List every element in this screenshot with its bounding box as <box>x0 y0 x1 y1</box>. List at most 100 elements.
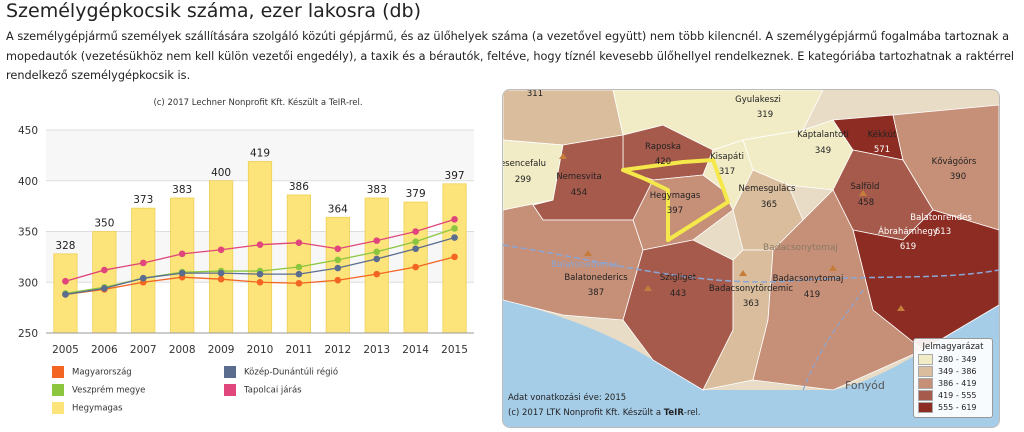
series-point[interactable] <box>217 269 225 277</box>
legend-swatch <box>918 378 933 389</box>
map-value: 454 <box>571 188 587 198</box>
series-point[interactable] <box>178 250 186 258</box>
series-point[interactable] <box>412 238 419 245</box>
bar[interactable] <box>131 207 156 334</box>
map-value: 363 <box>743 299 759 309</box>
map-value: 319 <box>757 110 773 120</box>
map-value: 420 <box>655 157 671 167</box>
series-point[interactable] <box>412 228 419 235</box>
map-credit: (c) 2017 LTK Nonprofit Kft. Készült a Te… <box>508 408 701 418</box>
series-point[interactable] <box>412 245 419 253</box>
legend-item-magyarorszag[interactable]: Magyarország <box>52 366 132 378</box>
series-point[interactable] <box>62 291 69 298</box>
chart-credit: (c) 2017 Lechner Nonprofit Kft. Készült … <box>153 97 362 108</box>
legend-item-hegymagas[interactable]: Hegymagas <box>52 402 123 414</box>
series-point[interactable] <box>139 259 147 267</box>
map-name: Kővágóörs <box>932 156 977 167</box>
series-point[interactable] <box>373 248 381 256</box>
legend-label: Tapolcai járás <box>244 385 302 396</box>
legend-label: Közép-Dunántúli régió <box>244 367 339 378</box>
x-tick-label: 2012 <box>324 344 351 356</box>
bar[interactable] <box>364 197 389 334</box>
region-nw <box>503 90 624 146</box>
bar[interactable] <box>325 216 350 334</box>
map-legend-title: Jelmagyarázat <box>922 342 984 352</box>
series-point[interactable] <box>373 237 381 244</box>
x-tick-label: 2009 <box>208 344 235 356</box>
map-name: Nemesvita <box>556 172 601 182</box>
series-point[interactable] <box>178 269 186 277</box>
map-name: Hegymagas <box>650 191 701 201</box>
series-point[interactable] <box>295 263 303 271</box>
series-point[interactable] <box>101 285 108 292</box>
bar[interactable] <box>92 231 117 334</box>
series-point[interactable] <box>412 263 419 271</box>
map-legend-row: 555 - 619 <box>918 402 988 414</box>
series-point[interactable] <box>256 241 264 248</box>
legend-item-veszprem[interactable]: Veszprém megye <box>52 384 145 396</box>
legend-swatch <box>918 354 933 365</box>
series-point[interactable] <box>373 255 381 263</box>
map-name: Kékkút <box>868 129 897 140</box>
bar-data-label: 386 <box>289 181 309 193</box>
bar-data-label: 373 <box>133 194 153 206</box>
map-value: 387 <box>588 288 604 298</box>
series-point[interactable] <box>295 270 303 278</box>
map-name: Káptalantóti <box>797 129 849 140</box>
legend-label: Hegymagas <box>72 403 123 414</box>
x-tick-label: 2007 <box>130 344 157 356</box>
series-point[interactable] <box>256 278 264 286</box>
map-value: 365 <box>761 200 777 210</box>
map-value: 390 <box>950 172 966 182</box>
bar-data-label: 397 <box>445 170 465 182</box>
series-point[interactable] <box>217 275 225 283</box>
map-value: 613 <box>935 227 951 237</box>
bar[interactable] <box>170 197 195 334</box>
legend-item-tapolcai[interactable]: Tapolcai járás <box>224 384 302 396</box>
series-point[interactable] <box>217 246 225 254</box>
series-point[interactable] <box>295 239 303 246</box>
map-panel[interactable]: 311 Gyulakeszi 319 Káptalantóti 349 Kékk… <box>502 89 1000 428</box>
x-tick-label: 2015 <box>441 344 468 356</box>
series-point[interactable] <box>62 277 69 285</box>
chart-panel: (c) 2017 Lechner Nonprofit Kft. Készült … <box>0 90 480 432</box>
legend-item-kozep-dunantuli[interactable]: Közép-Dunántúli régió <box>224 366 338 378</box>
series-point[interactable] <box>256 270 264 278</box>
y-tick-label: 400 <box>18 176 38 188</box>
map-name: Ábrahámhegy <box>878 225 938 237</box>
legend-swatch <box>918 402 933 413</box>
x-tick-label: 2010 <box>247 344 274 356</box>
map-name: Balatonederics <box>564 273 628 283</box>
map-name: Balatonrendes <box>910 213 972 223</box>
series-point[interactable] <box>334 264 342 272</box>
series-point[interactable] <box>451 216 458 223</box>
map-name: Salföld <box>851 182 880 192</box>
series-point[interactable] <box>334 256 342 264</box>
series-point[interactable] <box>373 270 381 278</box>
map-name: Gyulakeszi <box>735 95 781 105</box>
legend-swatch <box>52 402 64 414</box>
y-tick-label: 300 <box>18 277 38 289</box>
map-value: 311 <box>527 90 543 99</box>
map-legend: Jelmagyarázat 280 - 349 349 - 386 386 - … <box>913 338 993 418</box>
map-value: 458 <box>858 198 874 208</box>
lake-balaton <box>503 300 999 427</box>
map-value: 397 <box>667 206 683 216</box>
series-point[interactable] <box>451 253 458 261</box>
bar-data-label: 383 <box>172 184 192 196</box>
series-point[interactable] <box>334 276 342 284</box>
series-point[interactable] <box>295 279 303 287</box>
series-point[interactable] <box>101 266 108 274</box>
series-point[interactable] <box>451 234 458 241</box>
map-year: Adat vonatkozási éve: 2015 <box>508 393 627 403</box>
series-point[interactable] <box>451 225 458 232</box>
map-name: Badacsonytördemic <box>709 284 794 294</box>
legend-label: Magyarország <box>72 367 132 378</box>
bar[interactable] <box>209 180 234 334</box>
x-tick-label: 2005 <box>52 344 79 356</box>
x-tick-label: 2011 <box>286 344 313 356</box>
choropleth-map[interactable]: 311 Gyulakeszi 319 Káptalantóti 349 Kékk… <box>503 90 999 427</box>
series-point[interactable] <box>139 274 147 282</box>
place-label: Balatonederics <box>551 260 618 270</box>
series-point[interactable] <box>334 245 342 253</box>
